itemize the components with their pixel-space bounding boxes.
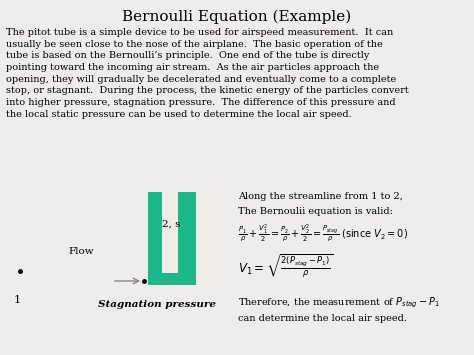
- Text: 2, s: 2, s: [162, 219, 181, 229]
- Bar: [148, 192, 162, 273]
- Text: The Bernoulii equation is valid:: The Bernoulii equation is valid:: [238, 207, 393, 216]
- Text: $\frac{P_1}{\rho} + \frac{V_1^2}{2} = \frac{P_2}{\rho} + \frac{V_2^2}{2} = \frac: $\frac{P_1}{\rho} + \frac{V_1^2}{2} = \f…: [238, 222, 408, 244]
- Text: Stagnation pressure: Stagnation pressure: [98, 300, 216, 309]
- Bar: [178, 192, 196, 273]
- Text: Flow: Flow: [68, 247, 94, 257]
- Text: Along the streamline from 1 to 2,: Along the streamline from 1 to 2,: [238, 192, 403, 201]
- Text: $V_1 = \sqrt{\frac{2(P_{stag} - P_1)}{\rho}}$: $V_1 = \sqrt{\frac{2(P_{stag} - P_1)}{\r…: [238, 252, 334, 279]
- Bar: [148, 273, 196, 285]
- Text: can determine the local air speed.: can determine the local air speed.: [238, 314, 407, 323]
- Text: Therefore, the measurement of $P_{stag} - P_1$: Therefore, the measurement of $P_{stag} …: [238, 296, 440, 310]
- Text: Bernoulli Equation (Example): Bernoulli Equation (Example): [122, 10, 352, 24]
- Text: The pitot tube is a simple device to be used for airspeed measurement.  It can
u: The pitot tube is a simple device to be …: [6, 28, 409, 119]
- Text: 1: 1: [14, 295, 21, 305]
